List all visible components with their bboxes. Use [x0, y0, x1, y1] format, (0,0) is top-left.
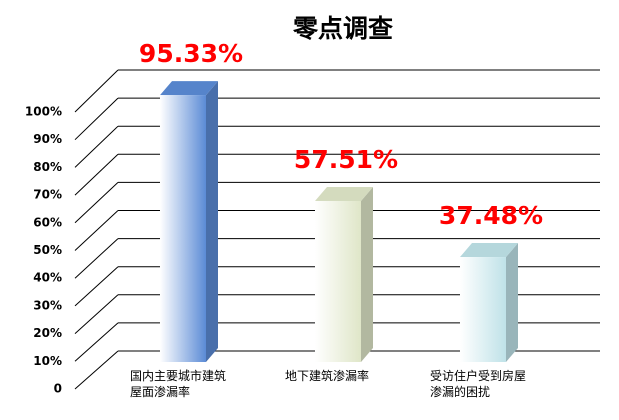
- grid-diagonal: [74, 266, 119, 307]
- bar: [460, 257, 506, 362]
- y-tick-label: 30%: [33, 298, 62, 312]
- grid-diagonal: [74, 350, 119, 390]
- x-tick-label: 受访住户受到房屋渗漏的困扰: [430, 369, 527, 399]
- value-label: 37.48%: [439, 201, 543, 230]
- x-tick-label: 国内主要城市建筑屋面渗漏率: [130, 369, 227, 399]
- y-tick-label: 0: [54, 382, 62, 396]
- grid-diagonal: [74, 69, 119, 113]
- y-tick-label: 10%: [33, 354, 62, 368]
- bar-top: [315, 186, 373, 201]
- bar-side: [361, 186, 373, 362]
- grid-diagonal: [74, 125, 119, 168]
- y-tick-label: 50%: [33, 243, 62, 257]
- y-tick-label: 100%: [25, 105, 62, 119]
- bar-side: [206, 81, 218, 363]
- chart-title: 零点调查: [292, 14, 393, 43]
- bar-top: [460, 243, 518, 258]
- y-tick-label: 80%: [33, 160, 62, 174]
- grid-diagonal: [74, 238, 119, 279]
- y-tick-label: 90%: [33, 132, 62, 146]
- y-tick-label: 70%: [33, 188, 62, 202]
- y-tick-label: 20%: [33, 326, 62, 340]
- y-tick-label: 60%: [33, 215, 62, 229]
- value-label: 57.51%: [294, 145, 398, 174]
- value-label: 95.33%: [139, 39, 243, 68]
- bar: [160, 95, 206, 363]
- x-tick-label: 地下建筑渗漏率: [285, 369, 370, 383]
- bar: [315, 200, 361, 362]
- grid-diagonal: [74, 210, 119, 251]
- y-tick-label: 40%: [33, 271, 62, 285]
- bar-top: [160, 81, 218, 96]
- bar-side: [506, 243, 518, 362]
- grid-diagonal: [74, 153, 119, 196]
- grid-diagonal: [74, 97, 119, 141]
- grid-diagonal: [74, 294, 119, 334]
- grid-diagonal: [74, 182, 119, 224]
- grid-diagonal: [74, 322, 119, 362]
